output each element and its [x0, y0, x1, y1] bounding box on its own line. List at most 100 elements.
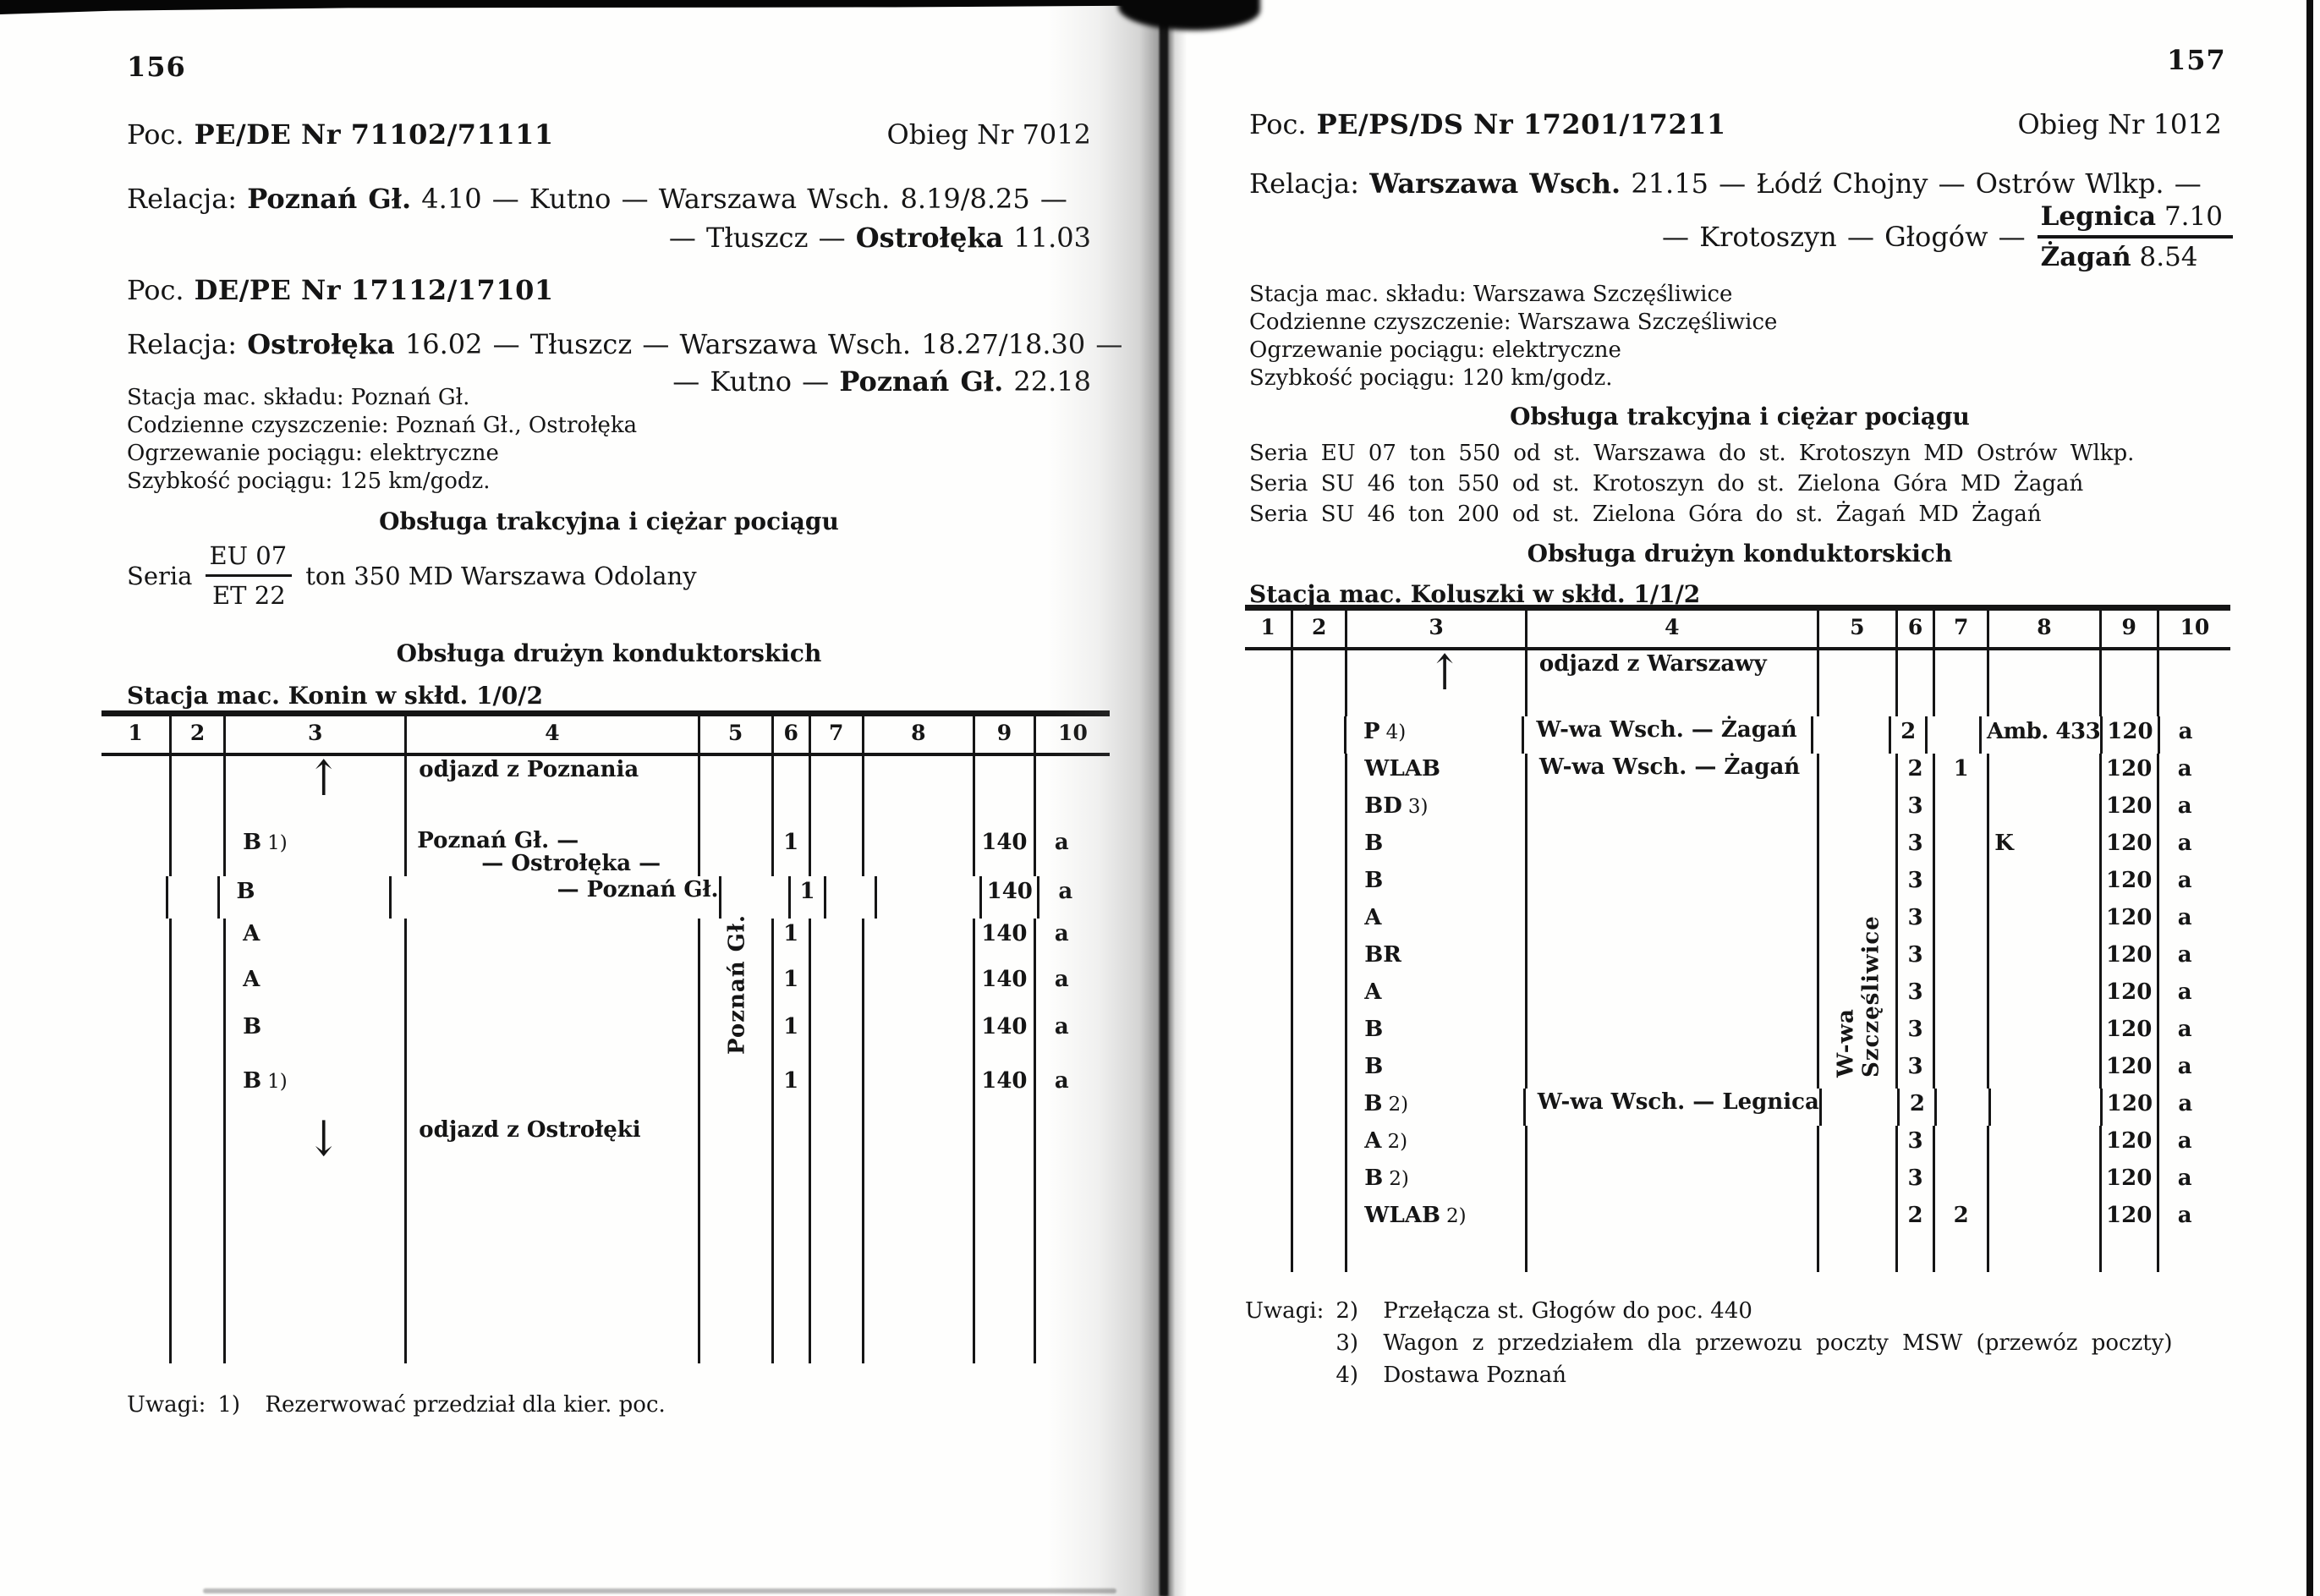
cell-col-3: WLAB — [1347, 754, 1527, 791]
cell-col-5 — [1819, 1014, 1898, 1051]
seria-lines-block: Seria EU 07 ton 550 od st. Warszawa do s… — [1249, 438, 2134, 529]
route-text: odjazd z Ostrołęki — [419, 1117, 641, 1143]
cell-col-1 — [1245, 1237, 1294, 1272]
cell-col-5 — [1819, 1126, 1898, 1163]
wagon-class-label: B — [1364, 1165, 1384, 1191]
cell-col-3: WLAB 2) — [1347, 1200, 1527, 1237]
table-header-cell: 3 — [226, 716, 408, 753]
text-segment: 7.10 — [2156, 201, 2223, 232]
table-row: B 3 K 120 a — [1245, 828, 2230, 865]
wagon-class-label: B — [1364, 1054, 1384, 1079]
table-header-cell: 1 — [1245, 611, 1294, 647]
cell-col-7 — [1935, 940, 1990, 977]
cell-col-3: A 2) — [1347, 1126, 1527, 1163]
cell-col-4 — [1527, 865, 1819, 902]
cell-value-col-6: 2 — [1898, 1200, 1936, 1237]
cell-col-4 — [1527, 791, 1819, 828]
cell-col-2 — [172, 919, 227, 964]
uwagi-item-text: Dostawa Poznań — [1383, 1363, 1566, 1388]
train-number: DE/PE Nr 17112/17101 — [194, 274, 554, 306]
cell-col-1 — [1245, 1126, 1294, 1163]
cell-col-8 — [1989, 1051, 2102, 1089]
uwagi-items: 2) Przełącza st. Głogów do poc. 440 3) Wago… — [1336, 1298, 2172, 1388]
cell-col-3: B — [220, 876, 392, 919]
footnote-marker: 2) — [1387, 1131, 1408, 1153]
train-heading-1: Poc. PE/DE Nr 71102/71111 Obieg Nr 7012 — [127, 118, 1091, 151]
cell-value-col-6: 2 — [1900, 1089, 1938, 1126]
cell-value-col-9: 140 — [975, 919, 1036, 964]
cell-col-4 — [407, 1177, 700, 1363]
destination-fraction: Legnica 7.10 Żagań 8.54 — [2037, 201, 2233, 272]
table-header-cell: 10 — [2180, 615, 2210, 639]
cell-col-1 — [101, 876, 168, 919]
cell-col-2 — [1293, 828, 1348, 865]
table-header-cell: 4 — [1527, 611, 1819, 647]
cell-col-6 — [774, 1116, 811, 1177]
cell-col-7 — [1928, 716, 1982, 754]
cell-col-4: W-wa Wsch. — Żagań — [1527, 754, 1819, 791]
uwagi-left: Uwagi: 1) Rezerwować przedział dla kier. p… — [127, 1392, 666, 1418]
uwagi-item-text: Rezerwować przedział dla kier. poc. — [265, 1392, 666, 1418]
text-segment: — Kutno — — [672, 365, 840, 398]
table-header-cell: 6 — [774, 716, 811, 753]
wagon-class-label: BD — [1364, 793, 1402, 819]
cell-col-2 — [1293, 650, 1348, 716]
footnote-marker: 1) — [267, 832, 288, 854]
cell-value-col-8: Amb. 433 — [1982, 716, 2103, 754]
cell-col-4 — [407, 1012, 700, 1066]
cell-value-col-10: a — [2177, 1128, 2192, 1154]
cell-col-5 — [700, 1066, 774, 1116]
cell-col-2 — [1293, 865, 1348, 902]
cell-value-col-9: 120 — [2102, 1200, 2159, 1237]
cell-col-2 — [172, 1116, 227, 1177]
cell-col-3: A — [226, 919, 408, 964]
cell-col-5 — [700, 1012, 774, 1066]
cell-col-3: B 2) — [1347, 1163, 1527, 1200]
wagon-class-label: B — [236, 879, 255, 904]
cell-col-6 — [1898, 1237, 1936, 1272]
cell-value-col-9: 120 — [2102, 1051, 2159, 1089]
table-row: A 3 120 a — [1245, 902, 2230, 940]
page-edge-line — [2306, 0, 2313, 1596]
cell-col-3: ↑ — [1347, 648, 1527, 716]
cell-col-4 — [407, 1066, 700, 1116]
cell-col-8 — [1989, 1126, 2102, 1163]
cell-col-4 — [1527, 1014, 1819, 1051]
text-segment: Poznań Gł. — [839, 365, 1004, 398]
cell-value-col-6: 1 — [774, 919, 811, 964]
cell-col-7 — [811, 964, 864, 1012]
wagon-class-label: A — [1364, 1128, 1382, 1154]
cell-col-9 — [2102, 650, 2159, 716]
cell-col-2 — [1293, 1200, 1348, 1237]
route-text: odjazd z Poznania — [419, 757, 639, 782]
table-header-cell: 2 — [172, 716, 227, 753]
table-header-cell: 9 — [975, 716, 1036, 753]
cell-col-6 — [774, 1177, 811, 1363]
cell-col-10 — [2159, 650, 2230, 716]
cell-col-8 — [864, 827, 975, 876]
cell-value-col-7: 2 — [1935, 1200, 1990, 1237]
cell-col-3: B 2) — [1347, 1089, 1526, 1126]
wagon-class-label: B — [1364, 831, 1384, 856]
cell-col-3: A — [226, 964, 408, 1012]
cell-col-7 — [1935, 791, 1990, 828]
cell-col-1 — [1245, 902, 1294, 940]
cell-col-10 — [2159, 1237, 2230, 1272]
cell-col-9 — [2102, 1237, 2159, 1272]
text-segment: Poznań Gł. — [247, 183, 412, 215]
wagon-class-label: P — [1363, 719, 1380, 744]
cell-col-2 — [1293, 1051, 1348, 1089]
section-heading-traction: Obsługa trakcyjna i ciężar pociągu — [1510, 403, 1970, 431]
cell-value-col-9: 120 — [2103, 716, 2160, 754]
text-segment: Relacja: — [127, 328, 248, 360]
footnote-marker: 3) — [1407, 796, 1429, 818]
cell-value-col-7: 1 — [1935, 754, 1990, 791]
text-segment: Relacja: — [127, 183, 248, 215]
text-segment: 21.15 — Łódź Chojny — Ostrów Wlkp. — — [1621, 167, 2202, 200]
uwagi-item: 1) Rezerwować przedział dla kier. poc. — [217, 1392, 665, 1418]
cell-col-8 — [1991, 1089, 2103, 1126]
cell-col-3: ↑ — [226, 754, 408, 827]
